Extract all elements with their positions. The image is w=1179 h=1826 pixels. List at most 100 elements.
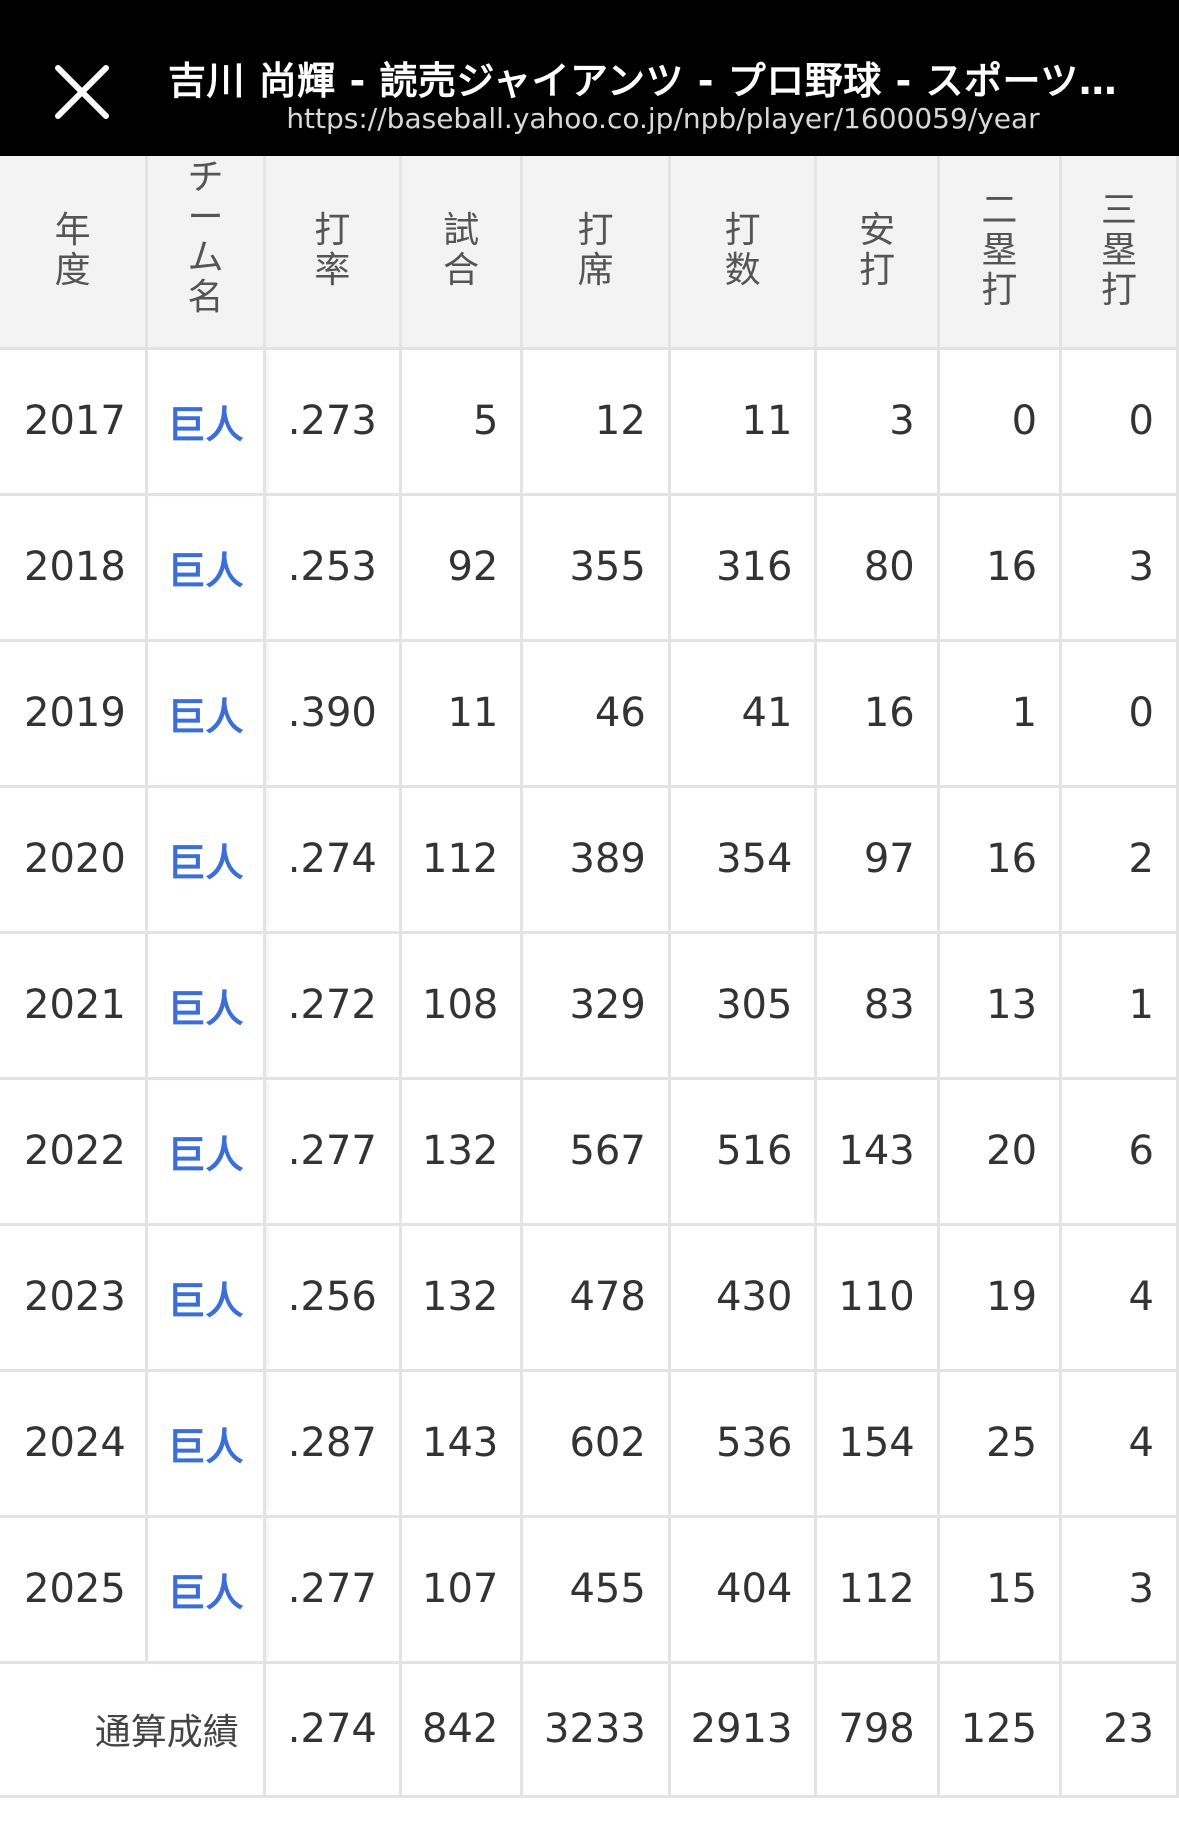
pa-cell: 389 [521, 786, 671, 934]
col-header-year[interactable]: 年度 [0, 156, 149, 350]
year-cell: 2021 [0, 932, 149, 1080]
doubles-cell: 25 [938, 1370, 1063, 1518]
doubles-cell: 1 [938, 640, 1063, 788]
table-row: 2021 巨人 .272 108 329 305 83 13 1 [0, 932, 1179, 1080]
doubles-cell: 13 [938, 932, 1063, 1080]
ab-cell: 430 [669, 1224, 818, 1372]
hits-cell: 112 [815, 1516, 940, 1664]
pa-cell: 455 [521, 1516, 671, 1664]
games-cell: 5 [400, 348, 524, 496]
table-row: 2022 巨人 .277 132 567 516 143 20 6 [0, 1078, 1179, 1226]
ab-cell: 316 [669, 494, 818, 642]
table-row: 2020 巨人 .274 112 389 354 97 16 2 [0, 786, 1179, 934]
team-cell: 巨人 [146, 1370, 266, 1518]
total-avg: .274 [264, 1662, 402, 1798]
team-cell: 巨人 [146, 786, 266, 934]
total-label: 通算成績 [0, 1662, 266, 1798]
pa-cell: 478 [521, 1224, 671, 1372]
year-cell: 2020 [0, 786, 149, 934]
browser-topbar: 吉川 尚輝 - 読売ジャイアンツ - プロ野球 - スポーツ… https://… [0, 0, 1179, 156]
games-cell: 132 [400, 1224, 524, 1372]
col-header-hits[interactable]: 安打 [815, 156, 940, 350]
page-title: 吉川 尚輝 - 読売ジャイアンツ - プロ野球 - スポーツ… [168, 59, 1118, 103]
close-icon [55, 65, 109, 119]
table-row: 2018 巨人 .253 92 355 316 80 16 3 [0, 494, 1179, 642]
stats-table-container[interactable]: 年度 チーム名 打率 試合 打席 打数 安打 二塁打 三塁打 2017 巨人 .27… [0, 156, 1179, 1826]
ab-cell: 536 [669, 1370, 818, 1518]
pa-cell: 46 [521, 640, 671, 788]
avg-cell: .277 [264, 1078, 402, 1226]
team-link[interactable]: 巨人 [167, 1278, 244, 1323]
games-cell: 11 [400, 640, 524, 788]
col-header-doubles[interactable]: 二塁打 [938, 156, 1063, 350]
team-cell: 巨人 [146, 1224, 266, 1372]
team-link[interactable]: 巨人 [167, 1570, 244, 1615]
avg-cell: .390 [264, 640, 402, 788]
col-header-team[interactable]: チーム名 [146, 156, 266, 350]
ab-cell: 305 [669, 932, 818, 1080]
col-header-games[interactable]: 試合 [400, 156, 524, 350]
hits-cell: 3 [815, 348, 940, 496]
table-row: 2019 巨人 .390 11 46 41 16 1 0 [0, 640, 1179, 788]
close-button[interactable] [50, 60, 114, 124]
games-cell: 132 [400, 1078, 524, 1226]
col-header-pa[interactable]: 打席 [521, 156, 671, 350]
hits-cell: 97 [815, 786, 940, 934]
pa-cell: 329 [521, 932, 671, 1080]
year-cell: 2018 [0, 494, 149, 642]
avg-cell: .277 [264, 1516, 402, 1664]
pa-cell: 567 [521, 1078, 671, 1226]
team-link[interactable]: 巨人 [167, 548, 244, 593]
triples-cell: 4 [1060, 1370, 1179, 1518]
table-row: 2017 巨人 .273 5 12 11 3 0 0 [0, 348, 1179, 496]
total-games: 842 [400, 1662, 524, 1798]
team-link[interactable]: 巨人 [167, 840, 244, 885]
triples-cell: 0 [1060, 348, 1179, 496]
triples-cell: 4 [1060, 1224, 1179, 1372]
hits-cell: 110 [815, 1224, 940, 1372]
hits-cell: 16 [815, 640, 940, 788]
avg-cell: .274 [264, 786, 402, 934]
year-cell: 2023 [0, 1224, 149, 1372]
team-cell: 巨人 [146, 1078, 266, 1226]
team-cell: 巨人 [146, 348, 266, 496]
team-link[interactable]: 巨人 [167, 986, 244, 1031]
hits-cell: 83 [815, 932, 940, 1080]
team-cell: 巨人 [146, 494, 266, 642]
table-row: 2024 巨人 .287 143 602 536 154 25 4 [0, 1370, 1179, 1518]
team-cell: 巨人 [146, 932, 266, 1080]
total-pa: 3233 [521, 1662, 671, 1798]
col-header-avg[interactable]: 打率 [264, 156, 402, 350]
stats-table: 年度 チーム名 打率 試合 打席 打数 安打 二塁打 三塁打 2017 巨人 .27… [0, 156, 1179, 1798]
games-cell: 112 [400, 786, 524, 934]
year-cell: 2022 [0, 1078, 149, 1226]
team-link[interactable]: 巨人 [167, 1424, 244, 1469]
triples-cell: 0 [1060, 640, 1179, 788]
doubles-cell: 16 [938, 494, 1063, 642]
games-cell: 92 [400, 494, 524, 642]
year-cell: 2024 [0, 1370, 149, 1518]
doubles-cell: 19 [938, 1224, 1063, 1372]
pa-cell: 602 [521, 1370, 671, 1518]
team-link[interactable]: 巨人 [167, 402, 244, 447]
total-ab: 2913 [669, 1662, 818, 1798]
pa-cell: 355 [521, 494, 671, 642]
triples-cell: 3 [1060, 494, 1179, 642]
ab-cell: 516 [669, 1078, 818, 1226]
games-cell: 107 [400, 1516, 524, 1664]
table-row: 2023 巨人 .256 132 478 430 110 19 4 [0, 1224, 1179, 1372]
header-row: 年度 チーム名 打率 試合 打席 打数 安打 二塁打 三塁打 [0, 156, 1179, 350]
team-link[interactable]: 巨人 [167, 1132, 244, 1177]
col-header-triples[interactable]: 三塁打 [1060, 156, 1179, 350]
team-link[interactable]: 巨人 [167, 694, 244, 739]
triples-cell: 6 [1060, 1078, 1179, 1226]
year-cell: 2019 [0, 640, 149, 788]
hits-cell: 143 [815, 1078, 940, 1226]
team-cell: 巨人 [146, 1516, 266, 1664]
table-row: 2025 巨人 .277 107 455 404 112 15 3 [0, 1516, 1179, 1664]
avg-cell: .256 [264, 1224, 402, 1372]
total-doubles: 125 [938, 1662, 1063, 1798]
avg-cell: .273 [264, 348, 402, 496]
col-header-ab[interactable]: 打数 [669, 156, 818, 350]
total-triples: 23 [1060, 1662, 1179, 1798]
